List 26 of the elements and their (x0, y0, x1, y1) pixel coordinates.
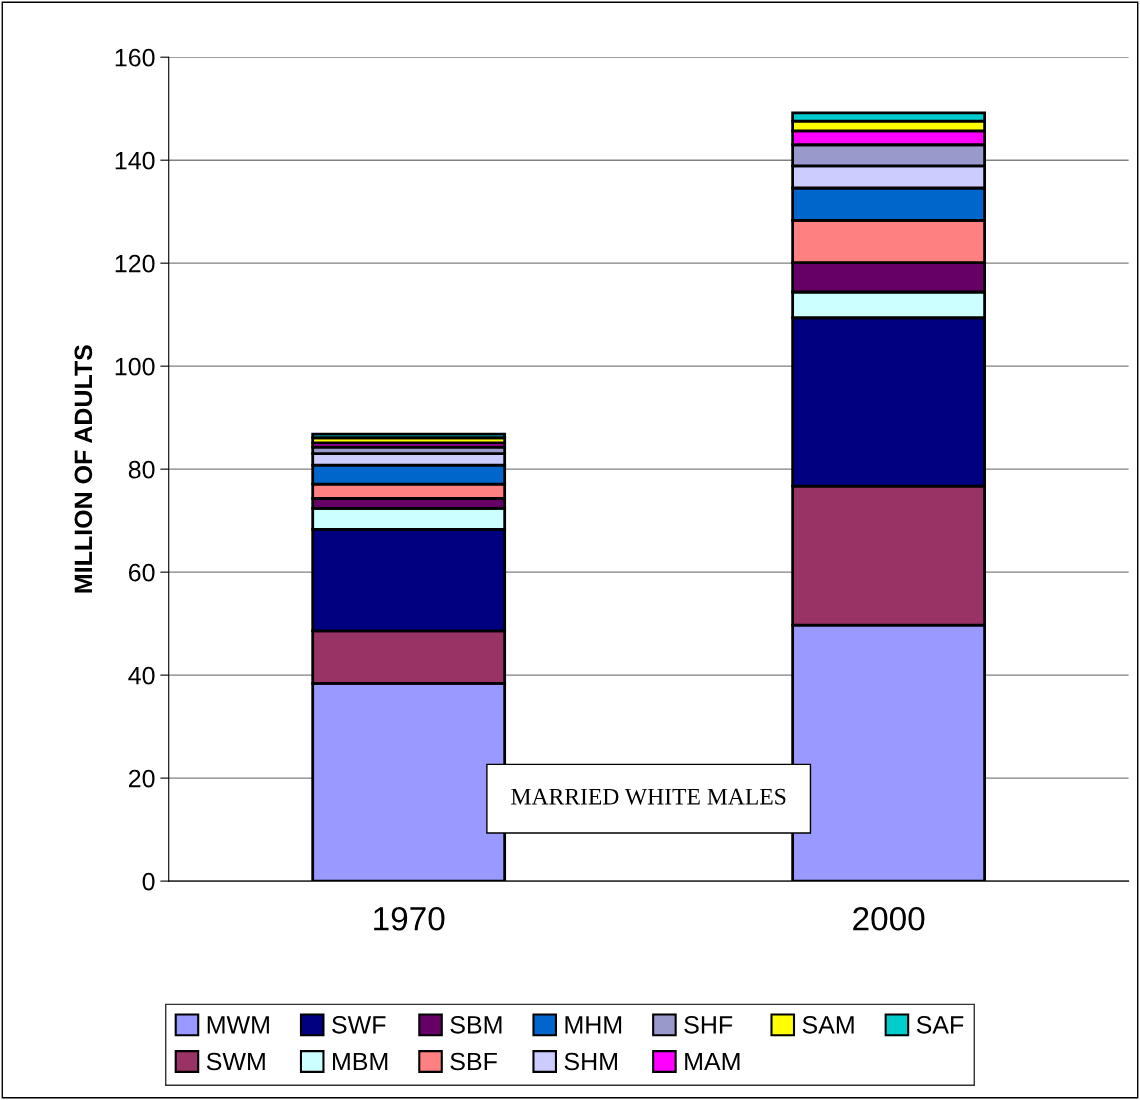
annotation: MARRIED WHITE MALES (511, 788, 786, 805)
y-tick-label: 60 (128, 563, 155, 582)
legend-label: SHF (684, 1015, 733, 1034)
legend-label: SAM (802, 1015, 854, 1034)
legend-label: SBF (450, 1052, 497, 1071)
y-axis-title: MILLION OF ADULTS (74, 345, 93, 593)
y-tick-label: 20 (128, 769, 155, 788)
legend-label: MHM (565, 1016, 622, 1034)
legend-label: MAM (685, 1052, 740, 1071)
legend-label: SWF (332, 1015, 386, 1034)
legend-label: MBM (333, 1052, 388, 1071)
y-tick-label: 160 (115, 48, 155, 67)
legend-label: SHM (564, 1052, 617, 1071)
legend-label: SWM (206, 1052, 265, 1071)
y-tick-label: 0 (142, 872, 155, 891)
y-tick-label: 100 (115, 357, 155, 376)
legend-label: MWM (207, 1016, 269, 1034)
y-tick-label: 120 (115, 254, 155, 273)
legend-label: SBM (450, 1015, 502, 1034)
x-tick-label: 2000 (853, 906, 925, 931)
legend-label: SAF (916, 1015, 964, 1034)
x-tick-label: 1970 (374, 906, 445, 931)
y-tick-label: 140 (115, 151, 155, 170)
bar (311, 432, 507, 440)
y-tick-label: 80 (128, 460, 155, 479)
y-tick-label: 40 (128, 666, 155, 685)
